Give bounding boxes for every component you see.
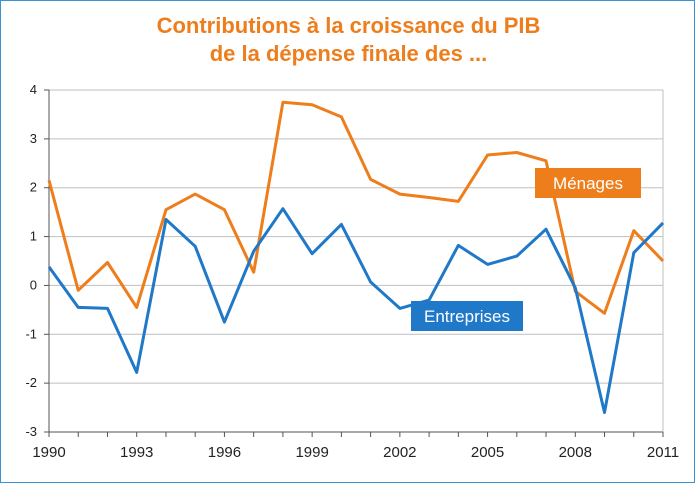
series-labels: Ménages Entreprises: [411, 168, 641, 331]
x-tick-label: 2011: [647, 444, 679, 461]
chart-title-line-2: de la dépense finale des ...: [209, 41, 488, 66]
x-tick-label: 2008: [559, 444, 592, 461]
chart-title-line-1: Contributions à la croissance du PIB: [156, 13, 541, 38]
entreprises-line: [47, 207, 665, 414]
menages-label-box: [535, 168, 641, 198]
x-tick-label: 1996: [208, 444, 241, 461]
menages-label: Ménages: [553, 174, 623, 193]
y-tick-label: -1: [25, 326, 37, 341]
gridlines: [49, 89, 664, 433]
x-tick-label: 2002: [383, 444, 416, 461]
y-tick-label: 1: [30, 229, 37, 244]
y-tick-label: -3: [25, 424, 37, 439]
x-tick-label: 1990: [32, 444, 65, 461]
menages-line: [47, 100, 665, 315]
y-tick-label: -2: [25, 375, 37, 390]
y-tick-label: 4: [30, 82, 37, 97]
y-tick-label: 3: [30, 131, 37, 146]
x-tick-label: 2005: [471, 444, 504, 461]
entreprises-label: Entreprises: [424, 307, 510, 326]
x-tick-label: 1993: [120, 444, 153, 461]
x-tick-label: 1999: [295, 444, 328, 461]
axes: 4 3 2 1 0 -1 -2 -3 1990 1993 1996 1999 2002 2005 2008 2…: [25, 82, 679, 461]
y-tick-label: 2: [30, 180, 37, 195]
series-lines: [47, 100, 665, 414]
y-tick-label: 0: [30, 277, 37, 292]
entreprises-label-box: [411, 301, 523, 331]
